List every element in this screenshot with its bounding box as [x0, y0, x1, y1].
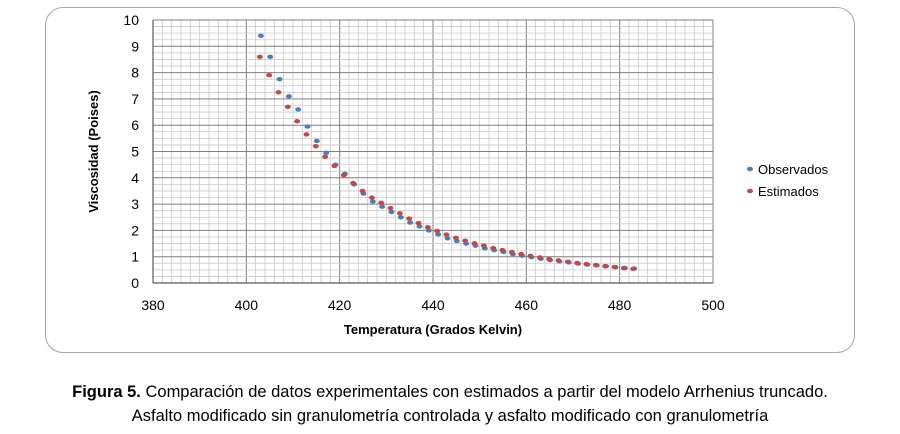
data-point-estimados [592, 262, 599, 268]
data-point-estimados [256, 54, 263, 60]
x-axis-title: Temperatura (Grados Kelvin) [344, 322, 522, 337]
data-point-estimados [359, 188, 366, 194]
y-tick-label: 1 [131, 249, 139, 265]
y-tick-label: 0 [131, 275, 139, 291]
x-tick-label: 480 [608, 297, 632, 313]
data-point-observados [379, 204, 386, 209]
data-point-observados [416, 224, 423, 229]
chart-area [45, 7, 855, 353]
data-point-estimados [275, 90, 282, 95]
data-point-estimados [583, 261, 590, 267]
x-tick-label: 500 [701, 297, 725, 313]
data-point-estimados [480, 243, 487, 248]
data-point-estimados [294, 119, 301, 124]
data-point-estimados [620, 265, 627, 271]
data-point-estimados [574, 260, 581, 266]
data-point-estimados [508, 250, 515, 255]
data-point-observados [285, 94, 292, 99]
y-tick-label: 10 [123, 12, 139, 28]
data-point-estimados [424, 225, 431, 230]
data-point-observados [397, 215, 404, 220]
data-point-estimados [471, 241, 478, 246]
data-point-observados [313, 138, 320, 144]
data-point-estimados [312, 144, 319, 149]
data-point-estimados [322, 154, 329, 159]
data-point-observados [388, 209, 395, 215]
data-point-estimados [490, 245, 497, 251]
data-point-observados [267, 54, 274, 60]
data-point-estimados [434, 228, 441, 234]
legend-label-observados: Observados [758, 162, 829, 177]
legend-marker-observados [747, 166, 753, 172]
data-point-estimados [340, 172, 347, 178]
data-point-estimados [396, 211, 403, 216]
y-tick-label: 2 [131, 222, 139, 238]
figure-caption-line-2: Asfalto modificado sin granulometría con… [131, 407, 769, 425]
x-tick-label: 420 [328, 297, 352, 313]
data-point-observados [407, 220, 414, 225]
x-tick-label: 380 [141, 297, 165, 313]
data-point-estimados [350, 180, 357, 186]
data-point-estimados [602, 263, 609, 269]
data-point-estimados [518, 251, 525, 257]
data-point-observados [257, 33, 264, 38]
data-point-estimados [630, 266, 637, 271]
y-tick-label: 9 [131, 38, 139, 54]
data-point-estimados [527, 253, 534, 259]
data-point-estimados [284, 104, 291, 109]
figure-caption-line-1: Figura 5. Comparación de datos experimen… [0, 383, 900, 402]
legend-marker-estimados [747, 188, 753, 194]
y-axis-title: Viscosidad (Poises) [86, 90, 101, 213]
data-point-estimados [387, 205, 394, 211]
y-tick-label: 4 [131, 170, 139, 186]
data-point-estimados [378, 200, 385, 205]
figure-label: Figura 5. [72, 383, 141, 401]
data-point-estimados [555, 258, 562, 263]
data-point-estimados [443, 232, 450, 237]
data-point-estimados [462, 238, 469, 243]
y-tick-label: 6 [131, 117, 139, 133]
caption-text: Comparación de datos experimentales con … [140, 383, 828, 401]
y-tick-label: 5 [131, 144, 139, 160]
data-point-estimados [564, 259, 571, 264]
data-point-observados [435, 232, 442, 237]
data-point-estimados [406, 216, 413, 221]
data-point-estimados [266, 73, 273, 78]
y-tick-label: 7 [131, 91, 139, 107]
y-tick-label: 8 [131, 65, 139, 81]
x-tick-label: 460 [515, 297, 539, 313]
data-point-estimados [331, 163, 338, 169]
data-point-estimados [368, 195, 375, 200]
x-tick-label: 400 [235, 297, 259, 313]
data-point-observados [276, 76, 283, 82]
data-point-estimados [536, 255, 543, 260]
data-point-observados [444, 236, 451, 241]
legend-label-estimados: Estimados [758, 184, 819, 199]
data-point-observados [323, 150, 330, 156]
data-point-observados [369, 199, 376, 204]
data-point-estimados [546, 256, 553, 262]
y-tick-label: 3 [131, 196, 139, 212]
x-tick-label: 440 [421, 297, 445, 313]
data-point-estimados [452, 235, 459, 240]
data-point-estimados [611, 264, 618, 270]
data-point-estimados [303, 132, 310, 137]
data-point-estimados [415, 220, 422, 226]
data-point-estimados [499, 247, 506, 253]
data-point-observados [295, 107, 302, 112]
data-point-observados [304, 124, 311, 129]
